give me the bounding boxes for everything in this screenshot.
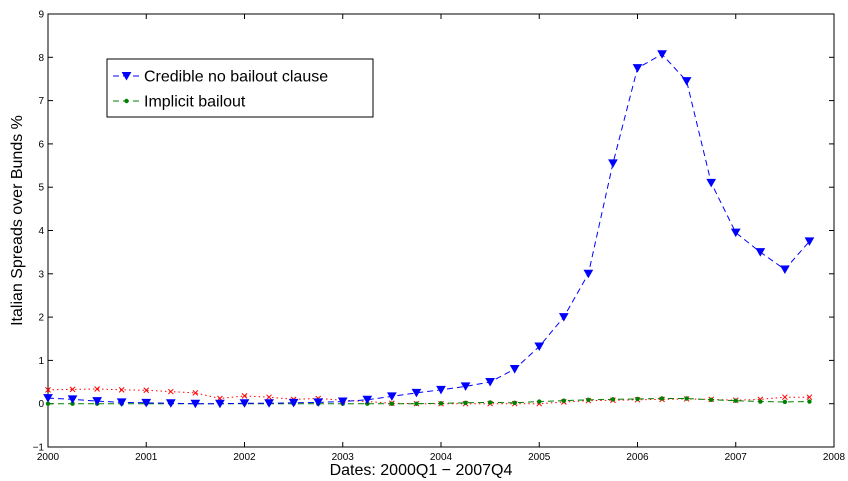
data-point	[537, 399, 542, 404]
y-tick-label: 8	[38, 53, 44, 64]
y-tick-label: 3	[38, 269, 44, 280]
series-layer	[43, 50, 815, 409]
data-point	[69, 386, 76, 393]
data-point	[141, 398, 152, 408]
data-point	[67, 395, 78, 404]
x-tick-label: 2007	[725, 452, 748, 463]
y-axis-label: Italian Spreads over Bunds %	[9, 115, 26, 326]
y-tick-label: 0	[38, 399, 44, 410]
legend-box	[106, 58, 374, 118]
data-point	[782, 399, 788, 405]
data-point	[389, 401, 395, 406]
data-point	[635, 396, 640, 402]
y-tick-label: 1	[38, 356, 44, 367]
data-point	[782, 394, 788, 401]
data-point	[192, 390, 199, 396]
data-point	[264, 399, 274, 408]
data-point	[241, 393, 248, 399]
data-point	[485, 378, 495, 387]
y-tick-label: −1	[33, 443, 45, 454]
series-line	[48, 398, 810, 405]
data-point	[608, 159, 618, 168]
data-point	[362, 395, 373, 405]
data-point	[657, 50, 667, 59]
data-point	[806, 394, 813, 401]
data-point	[45, 401, 51, 406]
data-point	[780, 265, 790, 274]
data-point	[460, 382, 471, 391]
data-point	[561, 398, 567, 403]
data-point	[758, 399, 763, 404]
x-tick-label: 2001	[135, 452, 158, 463]
data-point	[807, 399, 812, 404]
series-line	[47, 388, 810, 405]
y-tick-label: 7	[38, 96, 44, 107]
data-point	[632, 64, 643, 73]
data-point	[804, 237, 815, 246]
y-tick-label: 9	[38, 10, 44, 21]
data-point	[583, 269, 594, 279]
data-point	[165, 399, 176, 408]
data-point	[167, 388, 174, 395]
data-point	[558, 313, 569, 322]
data-point	[43, 394, 53, 403]
data-point	[610, 397, 616, 402]
y-tick-label: 5	[38, 183, 44, 194]
data-point	[684, 396, 689, 401]
data-point	[681, 77, 692, 86]
data-point	[45, 386, 51, 393]
data-point	[190, 399, 201, 409]
data-point	[411, 388, 422, 398]
data-point	[266, 394, 272, 401]
series-line	[47, 53, 810, 405]
legend-marker	[121, 72, 132, 81]
x-tick-label: 2004	[430, 452, 453, 463]
data-point	[438, 401, 444, 406]
data-point	[659, 396, 665, 401]
y-tick-label: 6	[38, 139, 44, 150]
legend-label: Credible no bailout clause	[144, 69, 328, 86]
x-tick-label: 2006	[626, 452, 649, 463]
data-point	[755, 248, 766, 257]
data-point	[733, 398, 738, 403]
data-point	[463, 400, 468, 406]
x-axis-label: Dates: 2000Q1 − 2007Q4	[330, 462, 513, 479]
legend: Credible no bailout clause Implicit bailo…	[106, 58, 374, 118]
data-point	[313, 398, 324, 407]
data-point	[387, 392, 397, 401]
data-point	[509, 365, 520, 374]
data-point	[118, 386, 125, 393]
data-point	[730, 228, 741, 238]
data-point	[706, 178, 717, 188]
data-point	[586, 397, 591, 403]
x-tick-label: 2005	[528, 452, 551, 463]
data-point	[94, 386, 100, 392]
data-point	[708, 397, 714, 403]
data-point	[337, 397, 348, 407]
x-tick-label: 2008	[823, 452, 846, 463]
y-axis: −1 0 1 2 3 4 5 6 7 8 9	[33, 10, 834, 454]
data-point	[92, 397, 102, 406]
data-point	[239, 399, 250, 408]
data-point	[436, 385, 446, 395]
data-point	[414, 401, 419, 406]
legend-label: Implicit bailout	[144, 94, 246, 111]
data-point	[487, 400, 493, 405]
series-1	[45, 396, 812, 406]
legend-marker	[124, 98, 129, 104]
x-tick-label: 2003	[332, 452, 355, 463]
x-axis: 2000 2001 2002 2003 2004 2005 2006 2007 2008	[37, 14, 846, 463]
data-point	[215, 399, 225, 409]
data-point	[143, 387, 150, 394]
data-point	[116, 398, 127, 407]
series-0	[43, 50, 815, 409]
y-tick-label: 2	[38, 313, 44, 324]
data-point	[512, 400, 517, 406]
y-tick-label: 4	[38, 226, 44, 237]
data-point	[534, 342, 545, 352]
x-tick-label: 2000	[37, 452, 60, 463]
x-tick-label: 2002	[233, 452, 256, 463]
data-point	[288, 398, 299, 408]
